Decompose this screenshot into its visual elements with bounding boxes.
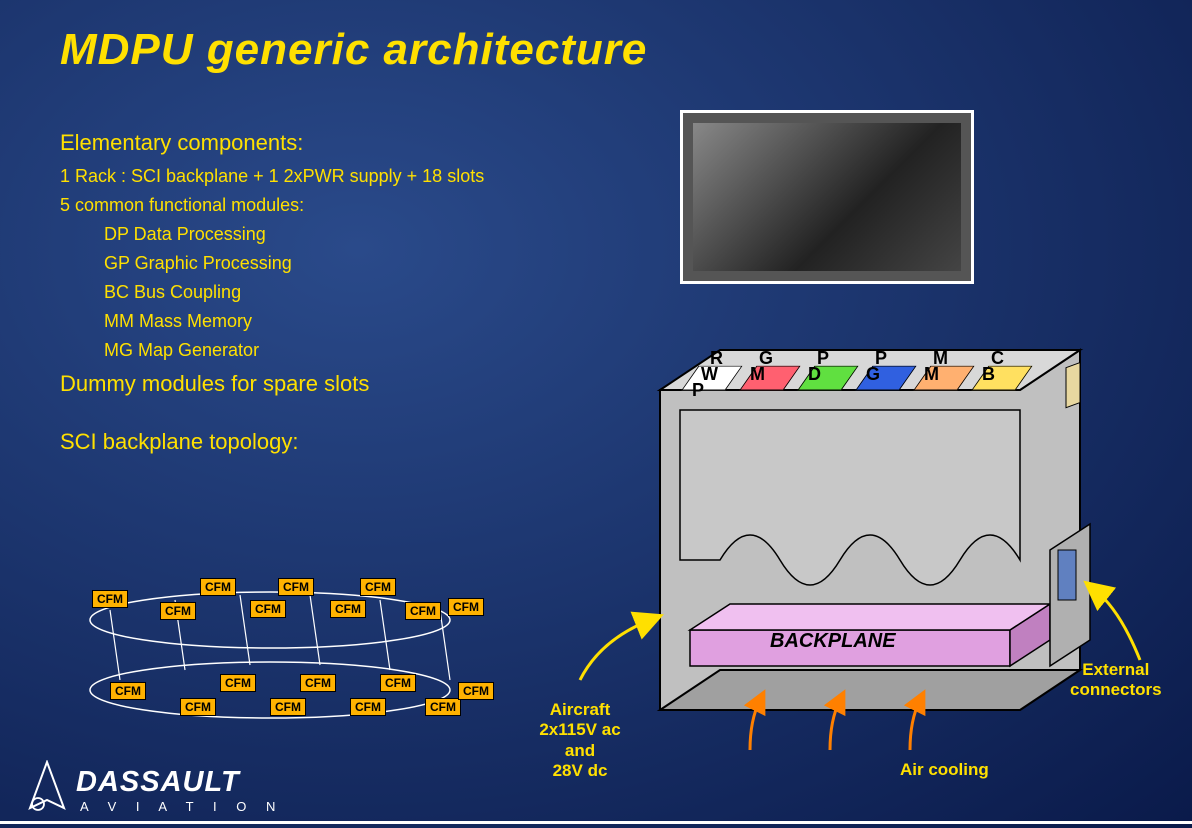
cfm-node: CFM (180, 698, 216, 716)
card-label: PD (808, 350, 829, 382)
module-mg: MG Map Generator (60, 340, 484, 361)
cfm-node: CFM (110, 682, 146, 700)
card-label: GM (750, 350, 773, 382)
cfm-node: CFM (350, 698, 386, 716)
cfm-node: CFM (200, 578, 236, 596)
topology-diagram: CFMCFMCFMCFMCFMCFMCFMCFMCFMCFMCFMCFMCFMC… (60, 570, 480, 730)
cfm-node: CFM (425, 698, 461, 716)
cfm-node: CFM (300, 674, 336, 692)
module-dp: DP Data Processing (60, 224, 484, 245)
modules-heading: 5 common functional modules: (60, 195, 484, 216)
ext-annotation: External connectors (1070, 660, 1162, 701)
cfm-node: CFM (250, 600, 286, 618)
card-label: CB (982, 350, 1004, 382)
cfm-node: CFM (330, 600, 366, 618)
logo-brand: DASSAULT (76, 766, 283, 799)
cfm-node: CFM (360, 578, 396, 596)
module-gp: GP Graphic Processing (60, 253, 484, 274)
cfm-node: CFM (448, 598, 484, 616)
module-mm: MM Mass Memory (60, 311, 484, 332)
rack-line: 1 Rack : SCI backplane + 1 2xPWR supply … (60, 166, 484, 187)
power-annotation: Aircraft 2x115V ac and 28V dc (530, 700, 630, 782)
card-label: PG (866, 350, 887, 382)
slide-title: MDPU generic architecture (60, 25, 647, 75)
module-bc: BC Bus Coupling (60, 282, 484, 303)
dummy-line: Dummy modules for spare slots (60, 371, 484, 397)
dassault-logo: DASSAULT A V I A T I O N (40, 766, 283, 814)
footer-rule (0, 821, 1192, 824)
elem-heading: Elementary components: (60, 130, 484, 156)
cfm-node: CFM (220, 674, 256, 692)
logo-icon (22, 760, 72, 818)
card-label: MM (924, 350, 948, 382)
cfm-node: CFM (458, 682, 494, 700)
cfm-node: CFM (405, 602, 441, 620)
cfm-node: CFM (380, 674, 416, 692)
backplane-label: BACKPLANE (770, 630, 896, 653)
cfm-node: CFM (160, 602, 196, 620)
cfm-node: CFM (270, 698, 306, 716)
cfm-node: CFM (278, 578, 314, 596)
card-label: RWP (692, 350, 723, 399)
sci-heading: SCI backplane topology: (60, 429, 484, 455)
hardware-photo (680, 110, 974, 284)
logo-sub: A V I A T I O N (80, 799, 283, 814)
text-column: Elementary components: 1 Rack : SCI back… (60, 130, 484, 465)
cfm-node: CFM (92, 590, 128, 608)
air-annotation: Air cooling (900, 760, 989, 780)
